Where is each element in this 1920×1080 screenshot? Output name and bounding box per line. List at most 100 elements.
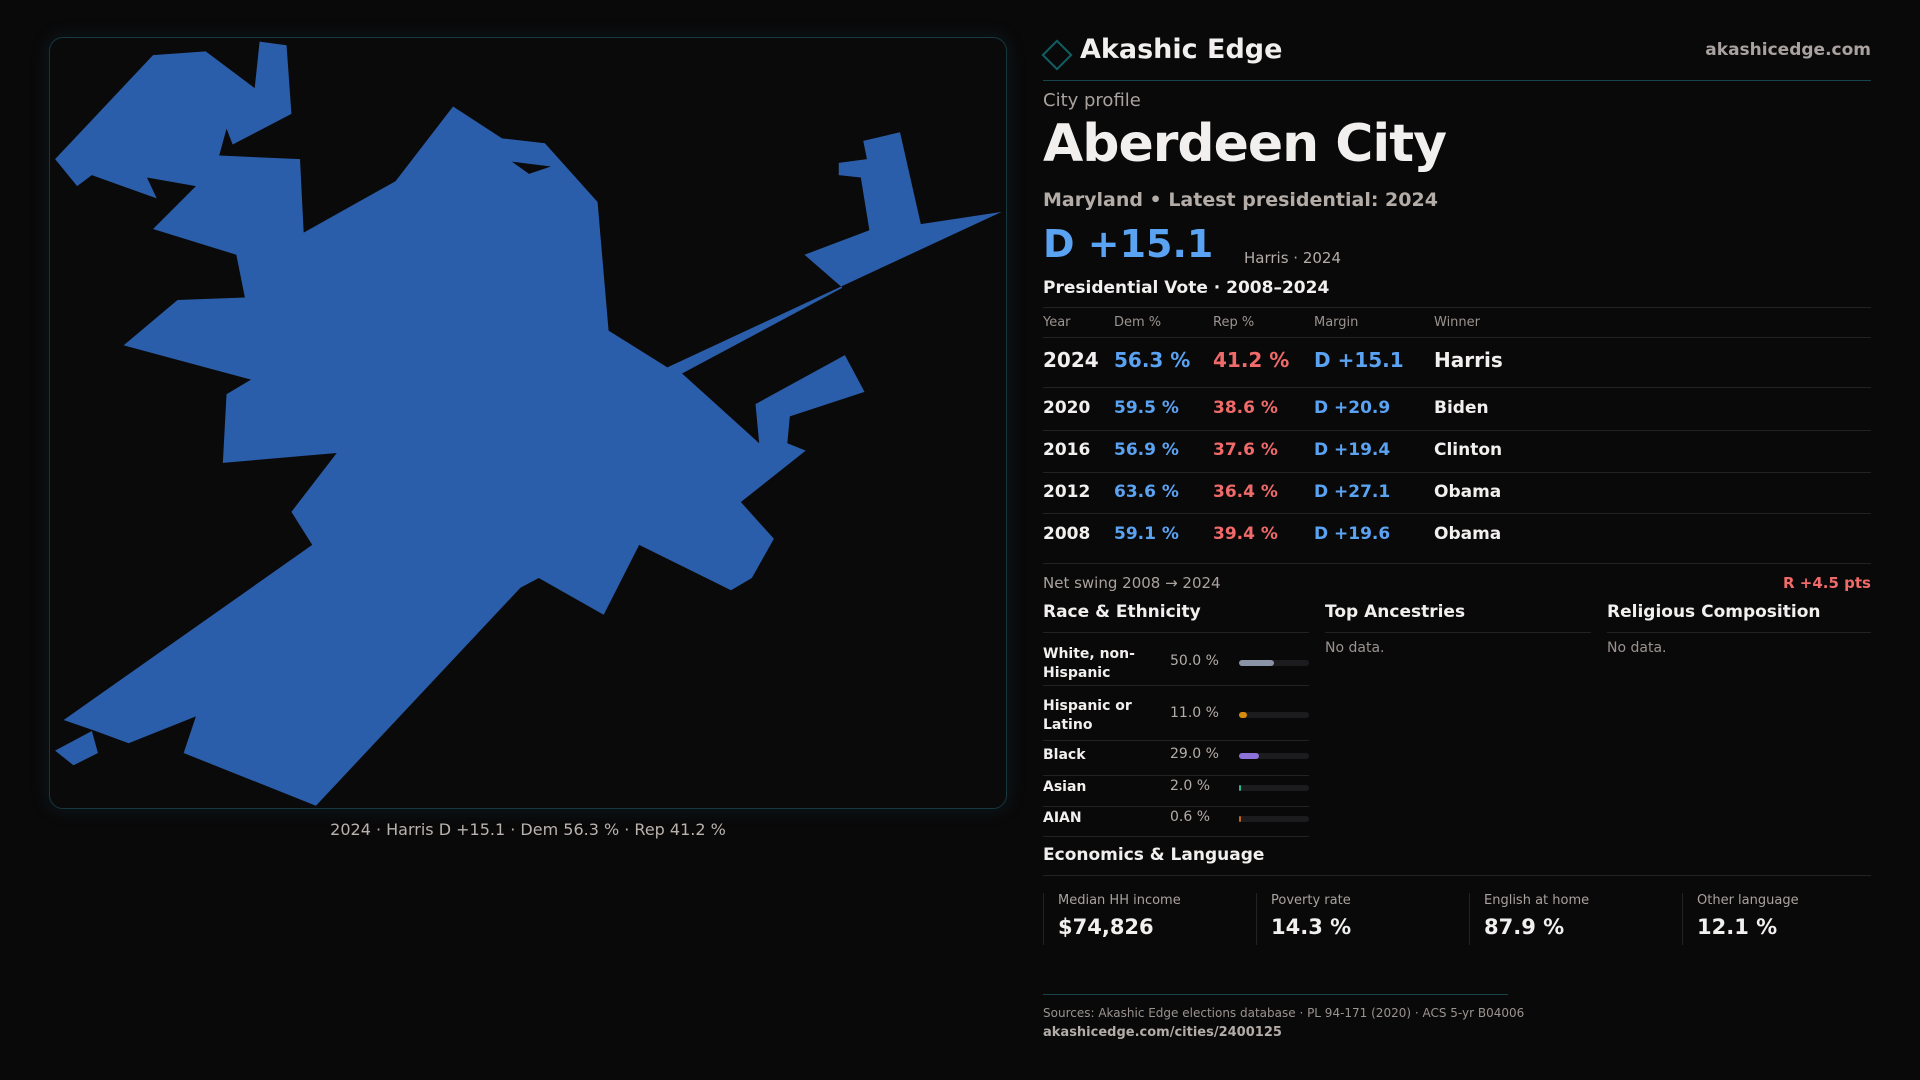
- race-value: 0.6 %: [1170, 809, 1211, 825]
- ancestries-title: Top Ancestries: [1325, 602, 1466, 622]
- cell-margin: D +20.9: [1314, 398, 1391, 418]
- divider: [1043, 875, 1871, 876]
- divider: [1043, 387, 1871, 388]
- stat-value: $74,826: [1058, 915, 1154, 939]
- vote-section-title: Presidential Vote · 2008–2024: [1043, 278, 1330, 298]
- religion-title: Religious Composition: [1607, 602, 1821, 622]
- site-link[interactable]: akashicedge.com: [1705, 40, 1871, 60]
- cell-dem: 59.1 %: [1114, 524, 1179, 544]
- race-label: Asian: [1043, 779, 1087, 795]
- race-label: White, non-Hispanic: [1043, 646, 1135, 681]
- econ-title: Economics & Language: [1043, 845, 1265, 865]
- race-label: AIAN: [1043, 810, 1082, 826]
- cell-rep: 37.6 %: [1213, 440, 1278, 460]
- divider: [1325, 632, 1591, 633]
- race-value: 29.0 %: [1170, 746, 1219, 762]
- col-rep: Rep %: [1213, 315, 1255, 330]
- race-label: Black: [1043, 747, 1086, 763]
- race-bar-fill: [1239, 785, 1241, 791]
- cell-dem: 59.5 %: [1114, 398, 1179, 418]
- page-title: Aberdeen City: [1043, 114, 1447, 174]
- diamond-logo-icon: [1041, 39, 1073, 71]
- cell-dem: 63.6 %: [1114, 482, 1179, 502]
- race-title: Race & Ethnicity: [1043, 602, 1201, 622]
- divider: [1043, 685, 1309, 686]
- divider: [1607, 632, 1871, 633]
- cell-winner: Clinton: [1434, 440, 1503, 460]
- divider: [1043, 513, 1871, 514]
- divider: [1043, 740, 1309, 741]
- divider: [1043, 836, 1309, 837]
- stat-divider: [1469, 893, 1470, 945]
- race-value: 50.0 %: [1170, 653, 1219, 669]
- cell-year: 2024: [1043, 348, 1099, 372]
- race-label: Hispanic or Latino: [1043, 698, 1132, 733]
- race-bar: [1239, 753, 1309, 759]
- stat-divider: [1256, 893, 1257, 945]
- race-bar: [1239, 816, 1309, 822]
- cell-year: 2012: [1043, 482, 1091, 502]
- stat-divider: [1043, 893, 1044, 945]
- header-divider: [1043, 80, 1871, 81]
- brand-name[interactable]: Akashic Edge: [1080, 34, 1283, 65]
- stat-label: Median HH income: [1058, 893, 1181, 908]
- cell-winner: Obama: [1434, 482, 1502, 502]
- cell-winner: Obama: [1434, 524, 1502, 544]
- map-panel[interactable]: [49, 37, 1007, 809]
- net-swing-label: Net swing 2008 → 2024: [1043, 574, 1221, 592]
- divider: [1043, 806, 1309, 807]
- cell-winner: Biden: [1434, 398, 1489, 418]
- stat-label: Other language: [1697, 893, 1799, 908]
- latest-margin: D +15.1: [1043, 222, 1214, 266]
- subtitle: Maryland • Latest presidential: 2024: [1043, 189, 1438, 211]
- col-winner: Winner: [1434, 315, 1481, 330]
- cell-margin: D +27.1: [1314, 482, 1391, 502]
- race-bar-fill: [1239, 753, 1260, 759]
- stat-label: Poverty rate: [1271, 893, 1351, 908]
- cell-year: 2020: [1043, 398, 1091, 418]
- race-bar-fill: [1239, 816, 1241, 822]
- cell-margin: D +15.1: [1314, 348, 1404, 372]
- cell-dem: 56.9 %: [1114, 440, 1179, 460]
- stat-value: 14.3 %: [1271, 915, 1352, 939]
- kicker: City profile: [1043, 90, 1141, 111]
- cell-year: 2016: [1043, 440, 1091, 460]
- divider: [1043, 307, 1871, 308]
- stat-divider: [1682, 893, 1683, 945]
- divider: [1043, 337, 1871, 338]
- footer-divider: [1043, 994, 1508, 995]
- divider: [1043, 775, 1309, 776]
- stat-value: 12.1 %: [1697, 915, 1778, 939]
- stat-value: 87.9 %: [1484, 915, 1565, 939]
- divider: [1043, 472, 1871, 473]
- race-bar: [1239, 785, 1309, 791]
- cell-winner: Harris: [1434, 348, 1503, 372]
- map-caption: 2024 · Harris D +15.1 · Dem 56.3 % · Rep…: [330, 820, 726, 839]
- cell-dem: 56.3 %: [1114, 348, 1191, 372]
- stat-label: English at home: [1484, 893, 1590, 908]
- race-value: 2.0 %: [1170, 778, 1211, 794]
- divider: [1043, 430, 1871, 431]
- cell-rep: 41.2 %: [1213, 348, 1290, 372]
- col-margin: Margin: [1314, 315, 1359, 330]
- race-value: 11.0 %: [1170, 705, 1219, 721]
- latest-margin-sub: Harris · 2024: [1244, 249, 1342, 267]
- race-bar: [1239, 660, 1309, 666]
- cell-rep: 38.6 %: [1213, 398, 1278, 418]
- race-bar: [1239, 712, 1309, 718]
- divider: [1043, 563, 1871, 564]
- cell-margin: D +19.4: [1314, 440, 1391, 460]
- cell-year: 2008: [1043, 524, 1091, 544]
- net-swing-value: R +4.5 pts: [1783, 574, 1871, 592]
- divider: [1043, 632, 1309, 633]
- ancestries-empty: No data.: [1325, 640, 1385, 656]
- cell-rep: 39.4 %: [1213, 524, 1278, 544]
- col-year: Year: [1043, 315, 1071, 330]
- sources: Sources: Akashic Edge elections database…: [1043, 1006, 1525, 1020]
- race-bar-fill: [1239, 712, 1247, 718]
- race-bar-fill: [1239, 660, 1274, 666]
- page-url[interactable]: akashicedge.com/cities/2400125: [1043, 1025, 1282, 1040]
- cell-rep: 36.4 %: [1213, 482, 1278, 502]
- religion-empty: No data.: [1607, 640, 1667, 656]
- col-dem: Dem %: [1114, 315, 1162, 330]
